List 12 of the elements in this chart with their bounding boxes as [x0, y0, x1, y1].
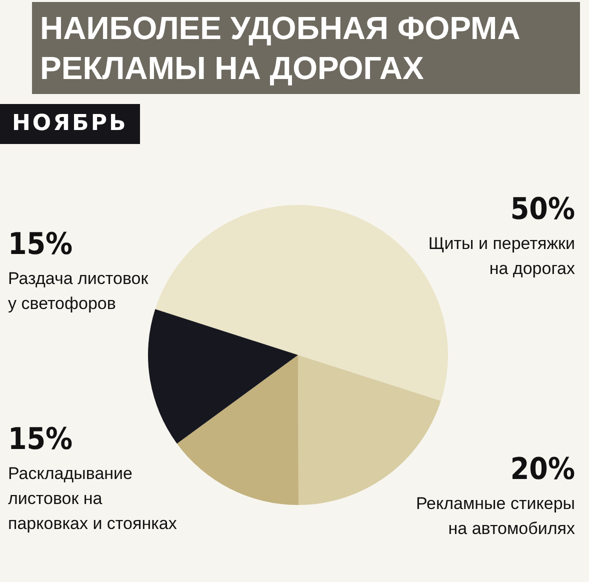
slice-label: Рекламные стикеры на автомобилях	[416, 494, 576, 538]
pie-slice	[176, 355, 299, 505]
chart-subtitle: НОЯБРЬ	[0, 104, 140, 144]
slice-label: Щиты и перетяжки на дорогах	[428, 234, 576, 278]
data-label: 50%	[510, 192, 575, 227]
pie-slice	[148, 309, 298, 444]
data-label: 20%	[510, 452, 575, 487]
slice-label: Раздача листовок у светофоров	[8, 269, 149, 313]
slice-label: Раскладывание листовок на парковках и стоянках	[8, 464, 178, 533]
chart-title: НАИБОЛЕЕ УДОБНАЯ ФОРМА РЕКЛАМЫ НА ДОРОГАХ	[32, 2, 580, 94]
data-label: 15%	[8, 422, 73, 457]
data-label: 15%	[8, 227, 73, 262]
